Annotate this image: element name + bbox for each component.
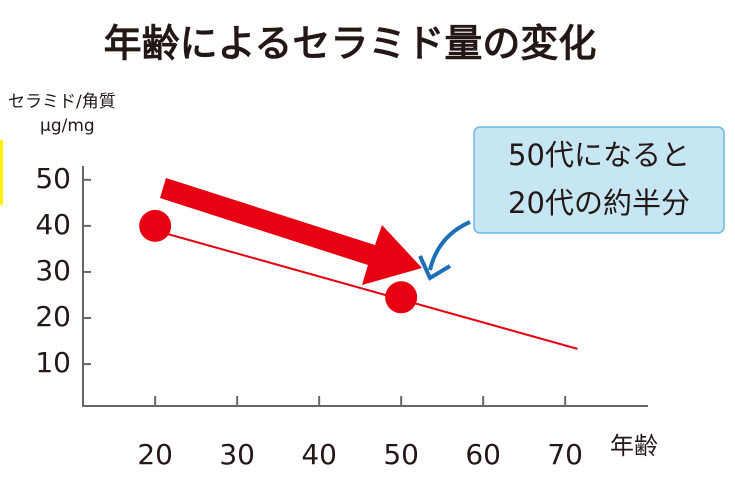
y-tick-label: 40 [35, 208, 71, 241]
x-tick-label: 40 [301, 438, 337, 471]
x-tick-label: 70 [547, 438, 583, 471]
edge-mark [0, 140, 3, 205]
y-tick-label: 30 [35, 254, 71, 287]
callout-pointer-head [418, 255, 452, 281]
trend-arrow [160, 178, 422, 285]
y-tick-label: 20 [35, 300, 71, 333]
data-point [139, 209, 172, 242]
x-tick-label: 20 [137, 438, 173, 471]
data-point [385, 281, 418, 314]
y-axis-label: μg/mg [40, 116, 95, 136]
y-axis-label: セラミド/角質 [8, 92, 116, 112]
callout-text: 50代になると [508, 138, 690, 172]
x-axis-label: 年齢 [610, 432, 658, 460]
y-tick-label: 10 [35, 346, 71, 379]
callout-pointer [428, 220, 471, 271]
trend-line [154, 229, 578, 350]
x-tick-label: 30 [219, 438, 255, 471]
x-tick-label: 50 [383, 438, 419, 471]
callout-text: 20代の約半分 [508, 186, 690, 220]
callout-box [473, 126, 725, 234]
y-tick-label: 50 [35, 162, 71, 195]
chart-title: 年齢によるセラミド量の変化 [104, 22, 597, 66]
x-tick-label: 60 [465, 438, 501, 471]
